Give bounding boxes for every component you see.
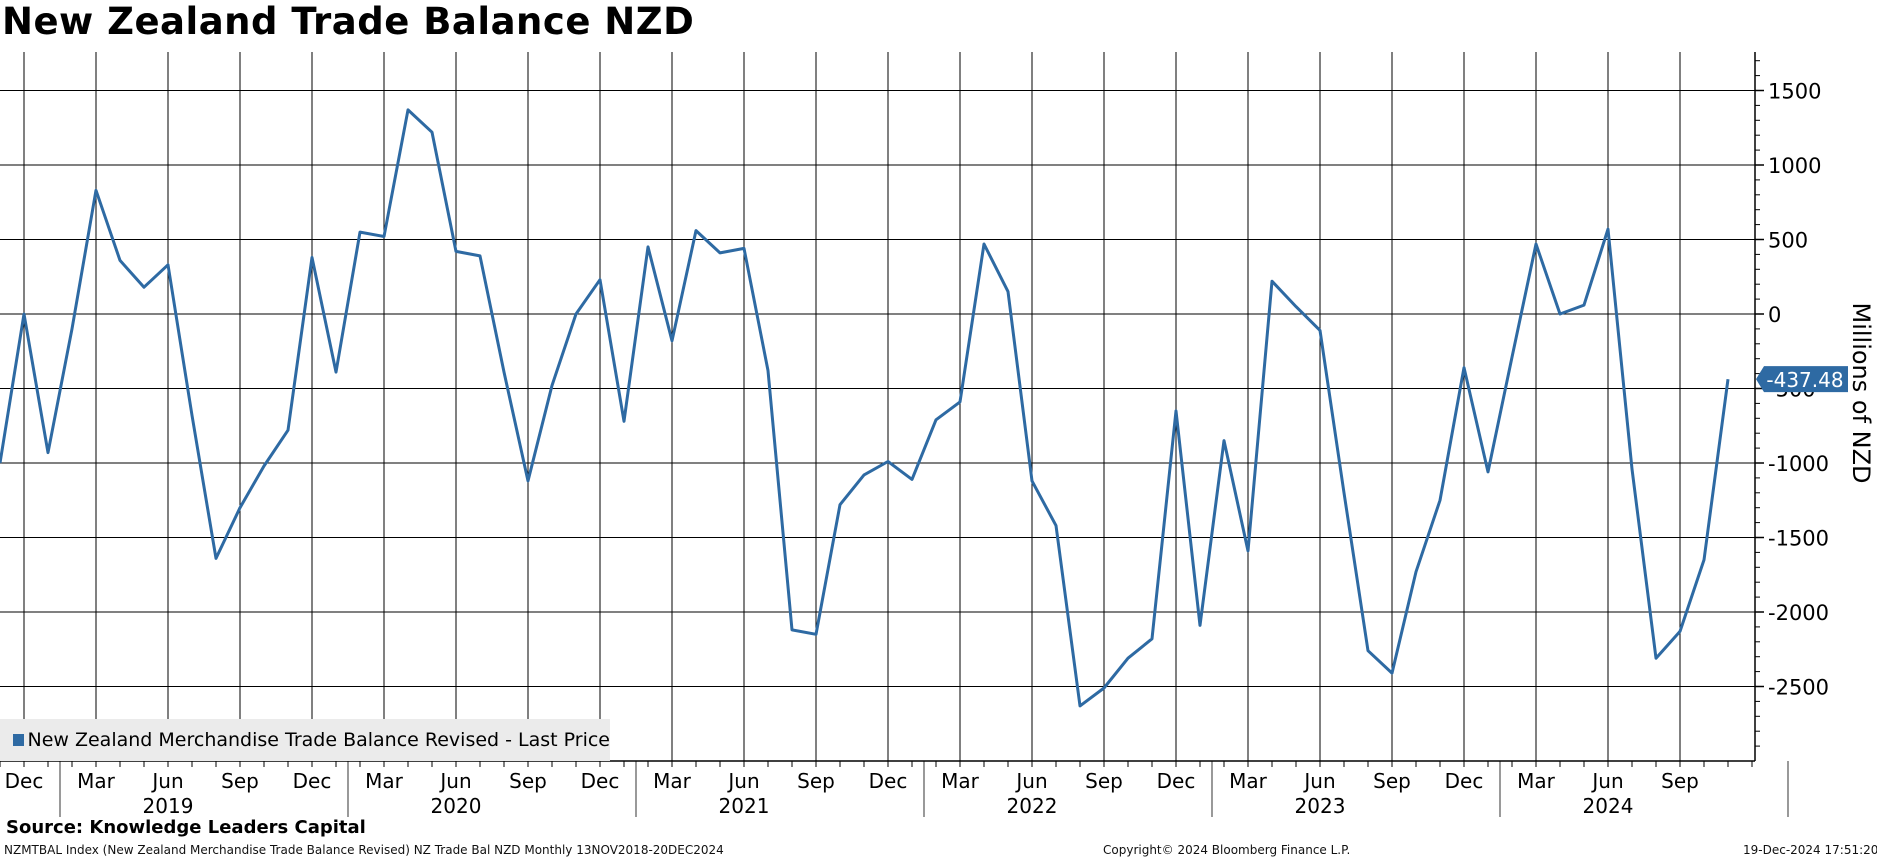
footer-copyright: Copyright© 2024 Bloomberg Finance L.P. [1103, 843, 1351, 857]
x-tick-label-month: Sep [509, 769, 547, 793]
x-tick-label-month: Jun [1302, 769, 1335, 793]
y-tick-label: -1000 [1768, 452, 1829, 476]
x-tick-label-month: Dec [869, 769, 908, 793]
legend-swatch [13, 734, 24, 746]
x-tick-label-year: 2023 [1295, 794, 1346, 818]
x-tick-label-month: Sep [1373, 769, 1411, 793]
x-tick-label-month: Dec [581, 769, 620, 793]
x-tick-label-month: Dec [5, 769, 44, 793]
y-tick-label: 1000 [1768, 154, 1821, 178]
x-tick-label-month: Mar [365, 769, 404, 793]
x-tick-label-month: Dec [1157, 769, 1196, 793]
x-tick-label-year: 2022 [1007, 794, 1058, 818]
footer-description: NZMTBAL Index (New Zealand Merchandise T… [4, 843, 724, 857]
y-axis-label: Millions of NZD [1847, 302, 1875, 483]
legend: New Zealand Merchandise Trade Balance Re… [0, 719, 610, 761]
x-tick-label-month: Jun [726, 769, 759, 793]
x-tick-label-month: Jun [1014, 769, 1047, 793]
last-value-label: -437.48 [1766, 368, 1843, 392]
footer-timestamp: 19-Dec-2024 17:51:20 [1743, 843, 1877, 857]
x-tick-label-month: Jun [438, 769, 471, 793]
x-tick-label-month: Mar [77, 769, 116, 793]
x-tick-label-month: Mar [1229, 769, 1268, 793]
series-layer [0, 108, 1730, 708]
y-tick-label: -2500 [1768, 676, 1829, 700]
series-line [0, 108, 1730, 708]
x-tick-label-month: Mar [1517, 769, 1556, 793]
y-tick-label: 1500 [1768, 80, 1821, 104]
x-tick-label-year: 2021 [719, 794, 770, 818]
horizontal-gridlines [0, 60, 1764, 747]
x-tick-label-month: Mar [653, 769, 692, 793]
x-tick-label-year: 2024 [1583, 794, 1634, 818]
y-tick-label: -1500 [1768, 527, 1829, 551]
x-tick-label-month: Sep [797, 769, 835, 793]
x-tick-label-month: Dec [1445, 769, 1484, 793]
x-tick-label-year: 2020 [431, 794, 482, 818]
y-tick-label: 0 [1768, 303, 1781, 327]
y-tick-label: -2000 [1768, 601, 1829, 625]
x-tick-label-month: Sep [221, 769, 259, 793]
x-tick-label-month: Jun [150, 769, 183, 793]
legend-series-name: New Zealand Merchandise Trade Balance Re… [27, 729, 611, 751]
x-tick-labels: Dec Mar Jun Sep Dec Mar Jun Sep Dec Mar Jun Sep Dec M… [5, 769, 1699, 818]
source-note: Source: Knowledge Leaders Capital [6, 817, 366, 838]
last-value-badge [1756, 366, 1848, 393]
x-tick-label-month: Dec [293, 769, 332, 793]
axes [0, 52, 1756, 762]
x-tick-label-month: Sep [1661, 769, 1699, 793]
vertical-gridlines [0, 52, 1789, 817]
x-tick-label-month: Mar [941, 769, 980, 793]
x-tick-label-month: Sep [1085, 769, 1123, 793]
x-tick-label-year: 2019 [143, 794, 194, 818]
x-tick-label-month: Jun [1590, 769, 1623, 793]
chart-title: New Zealand Trade Balance NZD [2, 0, 695, 43]
last-value-marker: -437.48 [1756, 366, 1848, 393]
y-tick-label: 500 [1768, 229, 1808, 253]
